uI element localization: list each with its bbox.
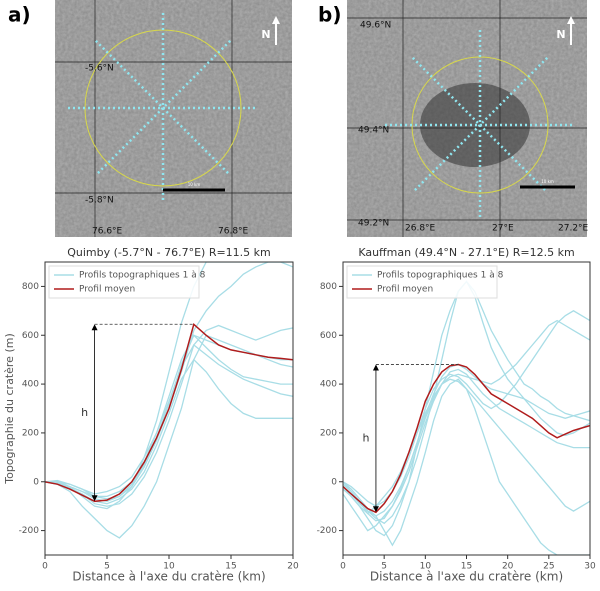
topographic-profile — [343, 378, 590, 522]
topographic-profile — [343, 319, 590, 515]
x-tick-label: 5 — [381, 562, 387, 572]
topographic-profile — [343, 363, 590, 517]
arrowhead — [372, 364, 379, 371]
coord-label: 49.6°N — [360, 21, 391, 31]
coord-label: 76.6°E — [92, 227, 123, 237]
x-tick-label: 15 — [461, 562, 472, 572]
x-tick-label: 20 — [502, 562, 514, 572]
y-tick-label: 200 — [320, 428, 337, 438]
topographic-profile — [45, 334, 293, 498]
y-tick-label: 0 — [33, 477, 39, 487]
x-tick-label: 10 — [163, 562, 175, 572]
mean-profile — [45, 322, 293, 503]
legend-label: Profils topographiques 1 à 8 — [377, 271, 504, 281]
height-label: h — [362, 431, 369, 444]
legend-box — [346, 265, 498, 299]
panel-label: a) — [8, 3, 31, 27]
legend-box — [48, 265, 200, 299]
profile-track — [94, 39, 232, 177]
y-tick-label: 800 — [22, 282, 39, 292]
coord-label: 26.8°E — [405, 224, 436, 234]
y-tick-label: 600 — [320, 331, 337, 341]
y-axis-label: Topographie du cratère (m) — [3, 333, 16, 485]
x-tick-label: 0 — [340, 562, 346, 572]
x-tick-label: 15 — [225, 562, 236, 572]
x-tick-label: 25 — [543, 562, 554, 572]
profile-track — [411, 56, 549, 194]
scale-label: 10 km — [541, 179, 554, 184]
north-label: N — [556, 28, 565, 41]
x-axis-label: Distance à l'axe du cratère (km) — [72, 570, 265, 584]
y-tick-label: 600 — [22, 331, 39, 341]
arrowhead — [91, 495, 98, 502]
north-arrowhead — [567, 16, 575, 24]
panel-label: b) — [318, 3, 341, 27]
legend-label: Profil moyen — [377, 285, 433, 295]
legend-label: Profils topographiques 1 à 8 — [79, 271, 206, 281]
y-tick-label: 400 — [320, 380, 337, 390]
x-tick-label: 10 — [420, 562, 432, 572]
y-tick-label: -200 — [19, 526, 40, 536]
chart-title: Kauffman (49.4°N - 27.1°E) R=12.5 km — [358, 246, 574, 259]
topographic-profile — [343, 368, 590, 532]
y-tick-label: 400 — [22, 380, 39, 390]
radar-image — [55, 0, 292, 237]
y-tick-label: -200 — [317, 526, 338, 536]
x-tick-label: 20 — [287, 562, 299, 572]
arrowhead — [372, 506, 379, 513]
mean-profile — [343, 363, 590, 514]
topographic-profile — [343, 310, 590, 507]
y-tick-label: 0 — [331, 477, 337, 487]
scale-label: 10 km — [188, 182, 201, 187]
north-label: N — [261, 28, 270, 41]
topographic-profile — [343, 280, 590, 525]
x-axis-label: Distance à l'axe du cratère (km) — [370, 570, 563, 584]
coord-label: 49.4°N — [358, 126, 389, 136]
chart-title: Quimby (-5.7°N - 76.7°E) R=11.5 km — [67, 246, 271, 259]
topographic-profile — [45, 334, 293, 539]
arrowhead — [91, 324, 98, 331]
x-tick-label: 5 — [104, 562, 110, 572]
x-tick-label: 30 — [584, 562, 596, 572]
y-tick-label: 800 — [320, 282, 337, 292]
topographic-profile — [45, 344, 293, 495]
coord-label: 27.2°E — [558, 224, 589, 234]
height-label: h — [81, 406, 88, 419]
y-tick-label: 200 — [22, 428, 39, 438]
coord-label: 27°E — [492, 224, 514, 234]
north-arrowhead — [272, 16, 280, 24]
coord-label: -5.8°N — [85, 196, 114, 206]
plot-area — [343, 280, 590, 555]
topographic-profile — [45, 358, 293, 505]
coord-label: 76.8°E — [218, 227, 249, 237]
plot-area — [45, 262, 293, 539]
plot-frame — [342, 261, 591, 556]
coord-label: -5.6°N — [85, 64, 114, 74]
plot-frame — [44, 261, 294, 556]
topographic-profile — [343, 280, 590, 537]
coord-label: 49.2°N — [358, 219, 389, 229]
topographic-profile — [45, 262, 293, 510]
legend-label: Profil moyen — [79, 285, 135, 295]
x-tick-label: 0 — [42, 562, 48, 572]
